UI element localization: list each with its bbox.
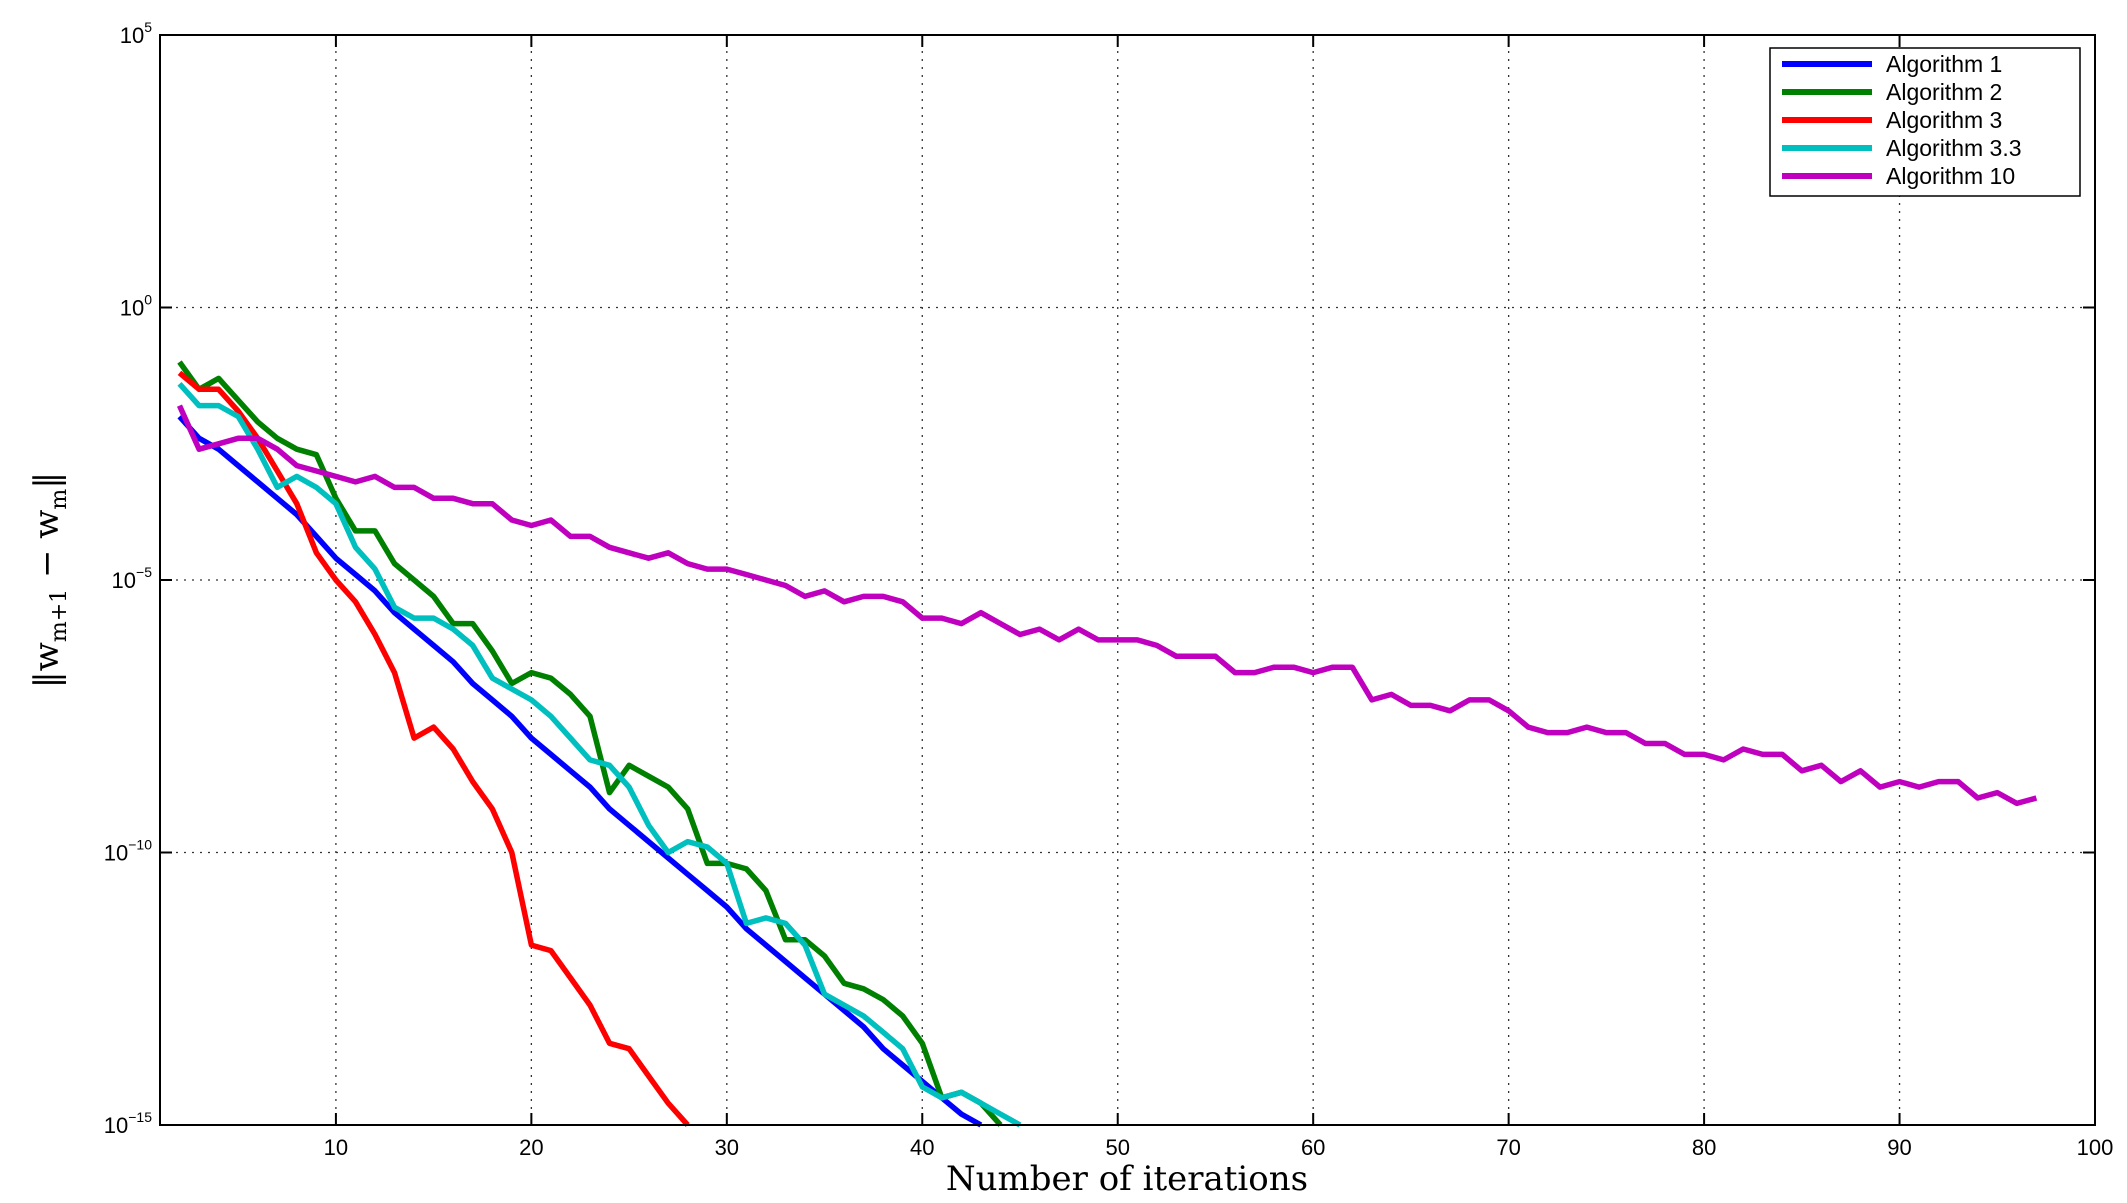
y-tick-label: 10−15 <box>104 1109 152 1138</box>
series-line-4 <box>177 381 1022 1128</box>
x-tick-label: 20 <box>519 1135 543 1160</box>
x-tick-label: 50 <box>1105 1135 1129 1160</box>
series-line-5 <box>176 404 2038 807</box>
legend-label: Algorithm 3.3 <box>1886 135 2022 161</box>
series-lines <box>176 360 2038 1128</box>
x-tick-label: 30 <box>715 1135 739 1160</box>
x-tick-label: 70 <box>1496 1135 1520 1160</box>
y-tick-label: 10−10 <box>104 837 152 866</box>
y-tick-label: 105 <box>120 19 152 48</box>
x-tick-label: 80 <box>1692 1135 1716 1160</box>
series-line-1 <box>177 414 983 1128</box>
y-tick-labels: 10−15 10−10 10−5 100 105 <box>104 19 152 1138</box>
series-line-2 <box>177 360 1003 1127</box>
x-tick-label: 10 <box>324 1135 348 1160</box>
legend-label: Algorithm 1 <box>1886 51 2002 77</box>
x-tick-label: 60 <box>1301 1135 1325 1160</box>
legend-label: Algorithm 10 <box>1886 163 2015 189</box>
y-tick-label: 100 <box>120 292 152 321</box>
series-line-3 <box>177 370 690 1127</box>
y-axis-label: ‖wm+1 − wm‖ <box>27 472 72 689</box>
tick-marks <box>160 34 2096 1126</box>
x-tick-labels: 10 20 30 40 50 60 70 80 90 100 <box>324 1135 2114 1160</box>
y-tick-label: 10−5 <box>112 564 153 593</box>
x-axis-label: Number of iterations <box>946 1159 1308 1199</box>
legend-label: Algorithm 3 <box>1886 107 2002 133</box>
legend-label: Algorithm 2 <box>1886 79 2002 105</box>
x-tick-label: 90 <box>1887 1135 1911 1160</box>
x-tick-label: 100 <box>2077 1135 2114 1160</box>
x-tick-label: 40 <box>910 1135 934 1160</box>
